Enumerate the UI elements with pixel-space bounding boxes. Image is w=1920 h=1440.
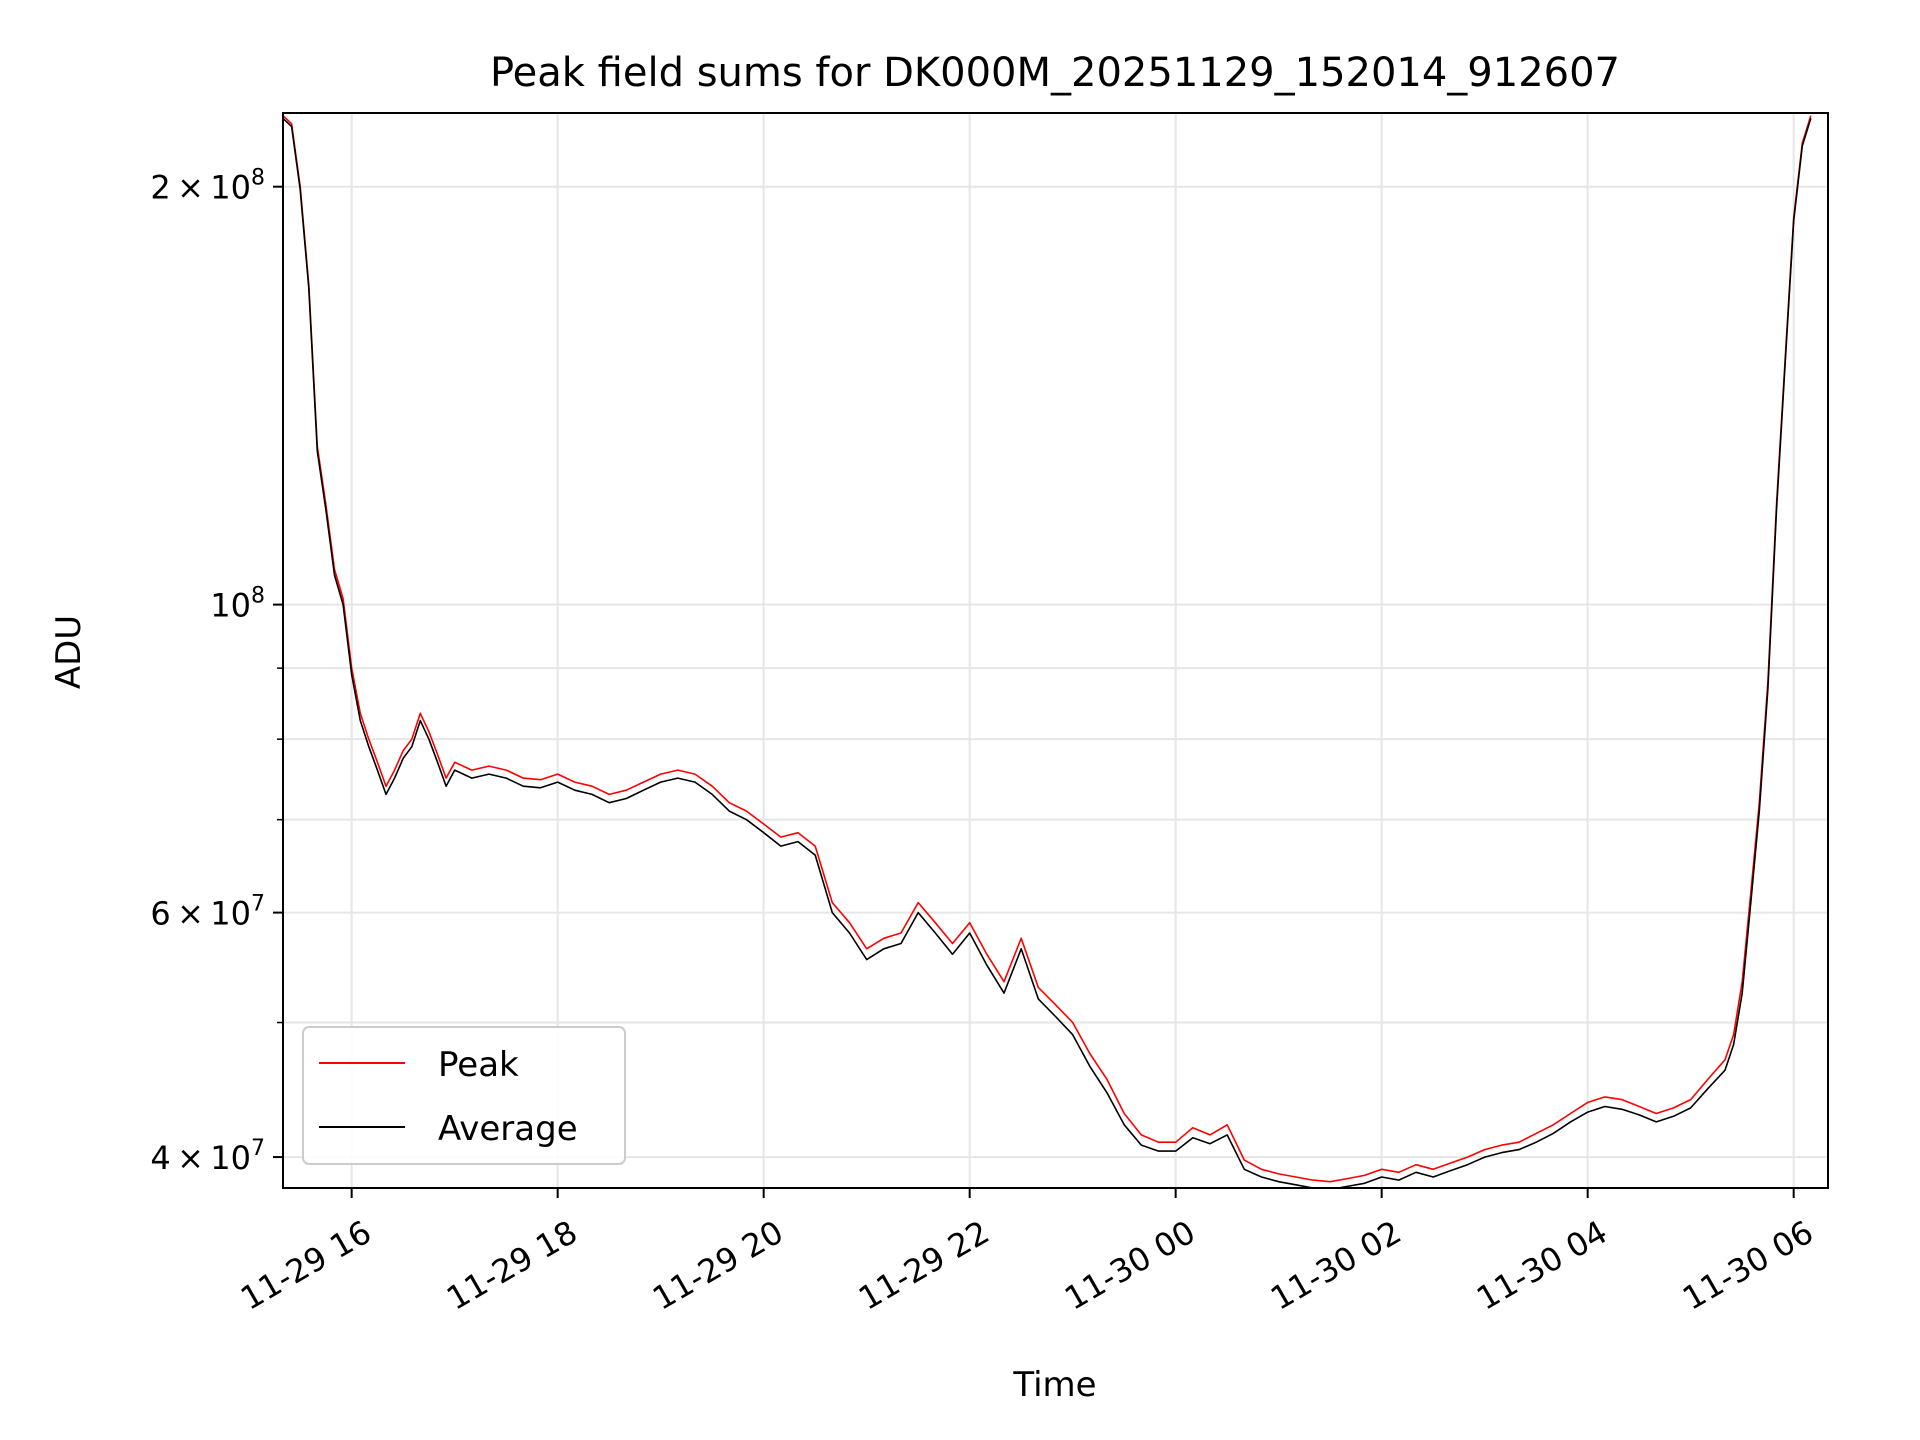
y-tick-label: 6 × 107 (150, 892, 265, 933)
y-tick-label: 2 × 108 (150, 166, 265, 207)
legend-label-average: Average (438, 1109, 578, 1149)
x-axis-label: Time (1012, 1365, 1096, 1405)
series-layer (283, 115, 1812, 1188)
series-line-average (283, 117, 1812, 1188)
legend-label-peak: Peak (438, 1045, 519, 1085)
plot-frame (282, 112, 1829, 1189)
chart-title: Peak field sums for DK000M_20251129_1520… (490, 50, 1620, 96)
series-line-peak (283, 115, 1812, 1183)
y-axis-label: ADU (49, 615, 89, 689)
legend: Peak Average (302, 1026, 626, 1165)
y-axis-ticks: 4 × 107 6 × 107 108 2 × 108 (150, 166, 283, 1177)
legend-box (302, 1026, 626, 1165)
y-tick-label: 4 × 107 (150, 1136, 265, 1177)
y-tick-label: 108 (210, 584, 265, 625)
